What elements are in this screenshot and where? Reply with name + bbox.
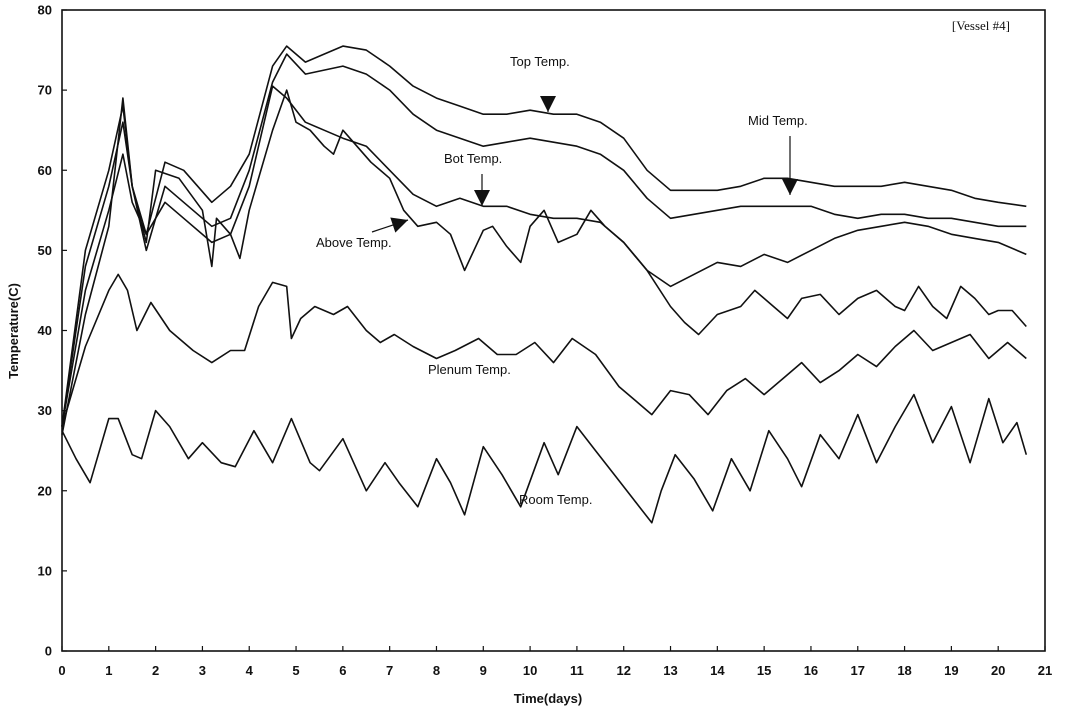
x-tick-label: 11: [570, 663, 584, 678]
x-tick-label: 16: [804, 663, 818, 678]
y-tick-label: 80: [38, 3, 52, 18]
x-tick-label: 21: [1038, 663, 1052, 678]
plot-frame: [61, 9, 1046, 652]
annotation-bot-temp: Bot Temp.: [444, 151, 502, 166]
y-tick-label: 10: [38, 563, 52, 578]
annotation-arrowhead: [540, 96, 556, 112]
series-line-room-temp: [61, 393, 1028, 524]
series-layer: [61, 45, 1028, 524]
x-axis-ticks: 0 1 2 3 4 5 6 7 8 9 10 11 12 13 14 15 16 17 18 19 20 21: [58, 646, 1052, 678]
plot-border: [61, 9, 1046, 652]
series-line-plenum-temp: [61, 273, 1027, 427]
annotation-layer: Top Temp. Mid Temp. Bot Temp. Above Temp. Pl…: [316, 54, 808, 507]
x-tick-label: 4: [246, 663, 254, 678]
series-line-bot-temp: [61, 85, 1027, 427]
annotation-arrowhead: [782, 179, 798, 195]
x-tick-label: 19: [944, 663, 958, 678]
series-line-above-temp: [61, 89, 1027, 435]
x-tick-label: 18: [897, 663, 911, 678]
x-axis-title: Time(days): [514, 691, 582, 706]
y-axis-title: Temperature(C): [6, 283, 21, 379]
x-tick-label: 12: [616, 663, 630, 678]
x-tick-label: 3: [199, 663, 206, 678]
annotation-plenum-temp: Plenum Temp.: [428, 362, 511, 377]
y-tick-label: 30: [38, 403, 52, 418]
x-tick-label: 13: [663, 663, 677, 678]
x-tick-label: 9: [480, 663, 487, 678]
x-tick-label: 0: [58, 663, 65, 678]
y-tick-label: 40: [38, 323, 52, 338]
x-tick-label: 17: [851, 663, 865, 678]
x-tick-label: 6: [339, 663, 346, 678]
corner-label: [Vessel #4]: [952, 18, 1010, 33]
series-line-top-temp: [61, 45, 1027, 427]
annotation-above-temp: Above Temp.: [316, 235, 392, 250]
x-tick-label: 1: [105, 663, 112, 678]
x-tick-label: 20: [991, 663, 1005, 678]
x-tick-label: 2: [152, 663, 159, 678]
y-tick-label: 70: [38, 83, 52, 98]
x-tick-label: 10: [523, 663, 537, 678]
x-tick-label: 14: [710, 663, 725, 678]
annotation-mid-temp: Mid Temp.: [748, 113, 808, 128]
y-tick-label: 60: [38, 163, 52, 178]
x-tick-label: 8: [433, 663, 440, 678]
x-tick-label: 7: [386, 663, 393, 678]
annotation-arrowhead: [474, 190, 490, 206]
annotation-arrowhead: [390, 217, 408, 233]
y-tick-label: 0: [45, 644, 52, 659]
y-tick-label: 50: [38, 243, 52, 258]
annotation-room-temp: Room Temp.: [519, 492, 592, 507]
x-tick-label: 15: [757, 663, 771, 678]
x-tick-label: 5: [292, 663, 299, 678]
y-tick-label: 20: [38, 483, 52, 498]
series-line-mid-temp: [61, 53, 1027, 427]
y-axis-ticks: 0 10 20 30 40 50 60 70 80: [38, 3, 67, 659]
annotation-top-temp: Top Temp.: [510, 54, 570, 69]
